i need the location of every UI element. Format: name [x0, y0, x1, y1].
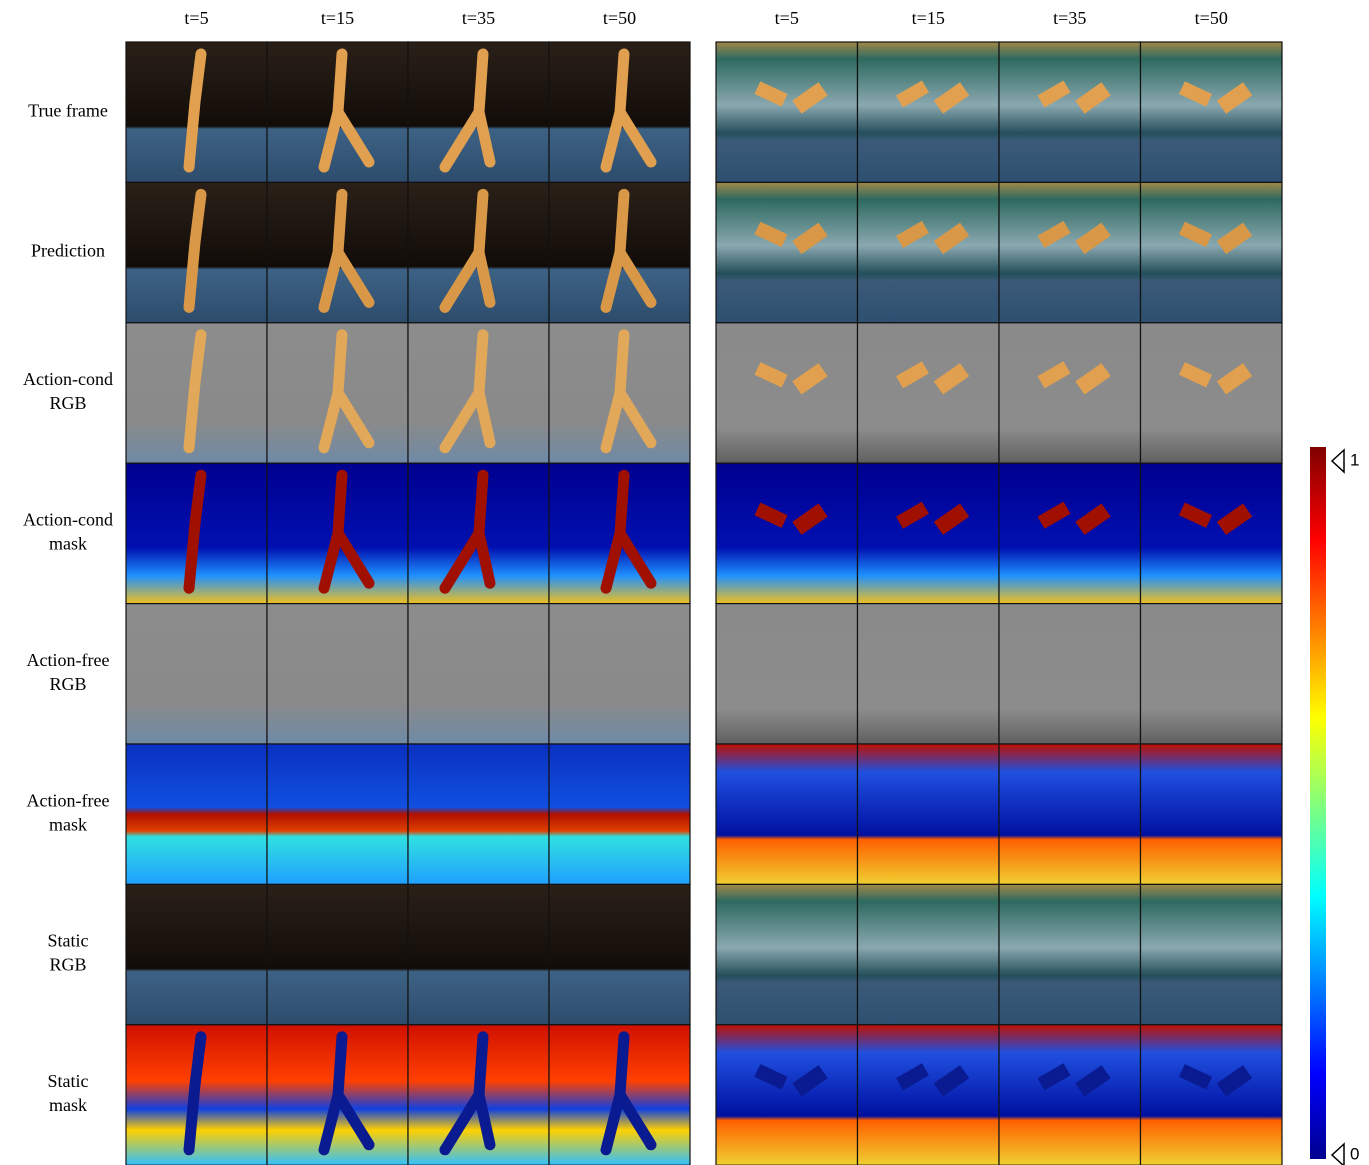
row-label: mask: [49, 1095, 87, 1115]
column-header: t=50: [1195, 8, 1228, 28]
row-label: RGB: [49, 393, 86, 413]
row-label: mask: [49, 534, 87, 554]
column-header: t=15: [912, 8, 945, 28]
image-tile: [126, 744, 267, 884]
row-label: RGB: [49, 674, 86, 694]
image-tile: [716, 1025, 858, 1165]
image-tile: [999, 463, 1141, 603]
row-label: RGB: [49, 955, 86, 975]
image-tile: [126, 604, 267, 744]
image-tile: [716, 463, 858, 603]
image-tile: [408, 604, 549, 744]
image-tile: [1141, 884, 1283, 1024]
image-tile: [999, 884, 1141, 1024]
image-tile: [267, 604, 408, 744]
image-tile: [999, 182, 1141, 322]
image-tile: [858, 463, 1000, 603]
column-header: t=5: [775, 8, 799, 28]
image-tile: [858, 744, 1000, 884]
image-tile: [858, 42, 1000, 182]
image-tile: [716, 323, 858, 463]
image-tile: [999, 42, 1141, 182]
row-label: Action-cond: [23, 369, 113, 389]
image-tile: [267, 884, 408, 1024]
image-tile: [999, 323, 1141, 463]
row-label: Static: [48, 1071, 89, 1091]
column-header: t=35: [462, 8, 495, 28]
image-tile: [1141, 42, 1283, 182]
image-tile: [716, 744, 858, 884]
min-marker: [1332, 1144, 1344, 1165]
row-label: Action-free: [27, 790, 110, 810]
column-header: t=15: [321, 8, 354, 28]
image-tile: [267, 744, 408, 884]
row-label: mask: [49, 814, 87, 834]
row-label: Static: [48, 931, 89, 951]
column-header: t=5: [184, 8, 208, 28]
colorbar-max: 1: [1350, 450, 1359, 469]
image-tile: [1141, 463, 1283, 603]
colorbar-gradient: [1310, 447, 1326, 1159]
image-tile: [858, 182, 1000, 322]
image-tile: [716, 182, 858, 322]
max-marker: [1332, 450, 1344, 472]
colorbar-min: 0: [1350, 1144, 1359, 1163]
column-header: t=35: [1053, 8, 1086, 28]
image-tile: [858, 604, 1000, 744]
row-label: True frame: [28, 100, 108, 120]
column-header: t=50: [603, 8, 636, 28]
image-tile: [999, 1025, 1141, 1165]
figure: t=5 t=15 t=35 t=50 t=5 t=15 t=35 t=50 True frame…: [0, 0, 1369, 1165]
image-tile: [126, 884, 267, 1024]
image-tile: [716, 604, 858, 744]
image-tile: [1141, 323, 1283, 463]
colorbar: 1 0: [1310, 447, 1359, 1165]
image-tile: [1141, 604, 1283, 744]
image-grid: t=5 t=15 t=35 t=50 t=5 t=15 t=35 t=50 True frame…: [23, 8, 1282, 1165]
image-tile: [999, 604, 1141, 744]
row-label: Action-cond: [23, 510, 113, 530]
row-label: Prediction: [31, 241, 105, 261]
image-tile: [999, 744, 1141, 884]
image-tile: [858, 323, 1000, 463]
image-tile: [1141, 1025, 1283, 1165]
image-tile: [549, 744, 690, 884]
image-tile: [549, 604, 690, 744]
image-tile: [549, 884, 690, 1024]
image-tile: [408, 884, 549, 1024]
image-tile: [858, 884, 1000, 1024]
image-tile: [1141, 182, 1283, 322]
image-tile: [858, 1025, 1000, 1165]
image-tile: [408, 744, 549, 884]
image-tile: [1141, 744, 1283, 884]
image-tile: [716, 42, 858, 182]
row-label: Action-free: [27, 650, 110, 670]
image-tile: [716, 884, 858, 1024]
